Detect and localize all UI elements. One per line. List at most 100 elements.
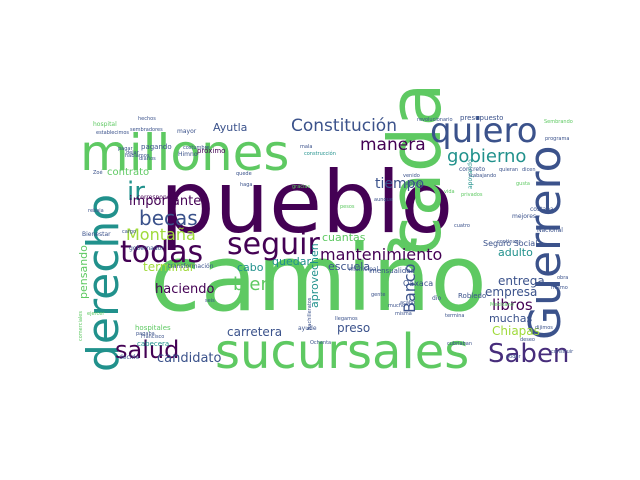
cloud-word: Saben xyxy=(488,339,569,369)
cloud-word: Montaña xyxy=(126,225,196,244)
cloud-word: termina xyxy=(445,313,465,319)
cloud-word: presupuesto xyxy=(460,114,503,122)
cloud-word: quede xyxy=(236,171,252,177)
cloud-word: cargo xyxy=(122,229,136,235)
cloud-word: hablamos xyxy=(125,153,150,159)
cloud-word: Ochenta xyxy=(310,340,331,346)
cloud-word: pagar xyxy=(118,146,133,152)
cloud-word: Himno xyxy=(178,151,198,158)
cloud-word: cabecera xyxy=(137,340,169,348)
cloud-word: municipal xyxy=(349,266,379,273)
cloud-word: hospitales xyxy=(135,324,171,332)
cloud-word: continuar xyxy=(497,239,522,245)
cloud-word: mala xyxy=(300,144,312,150)
cloud-word: seguir xyxy=(227,227,320,262)
cloud-word: apoyando xyxy=(467,159,474,189)
cloud-word: mensualidad xyxy=(370,267,415,275)
cloud-word: venido xyxy=(403,173,420,179)
cloud-word: aunque xyxy=(374,197,393,203)
cloud-word: sembradores xyxy=(130,127,163,133)
cloud-word: haga xyxy=(240,182,252,188)
cloud-word: Banco xyxy=(400,263,419,313)
cloud-word: gobierno xyxy=(447,146,526,167)
cloud-word: cada xyxy=(373,82,457,256)
cloud-word: salud xyxy=(115,336,179,364)
cloud-word: diarios xyxy=(139,156,156,162)
cloud-word: trabajando xyxy=(469,173,496,179)
cloud-word: tiempo xyxy=(375,176,424,192)
cloud-word: Guerrero xyxy=(520,145,571,340)
cloud-word: gracias xyxy=(292,184,310,190)
cloud-word: cuantas xyxy=(322,231,366,244)
cloud-word: pagaba xyxy=(136,331,155,337)
cloud-word: pensando xyxy=(77,245,90,299)
cloud-word: sucursales xyxy=(215,324,469,380)
cloud-word: privados xyxy=(461,192,483,198)
cloud-word: preso xyxy=(337,321,370,335)
cloud-word: adulto xyxy=(498,246,533,259)
cloud-word: mismo xyxy=(551,285,568,291)
cloud-word: pueblo xyxy=(160,153,453,253)
cloud-word: cubriaban xyxy=(447,341,472,347)
cloud-word: mantenimiento xyxy=(320,245,442,264)
cloud-word: Seguro Social xyxy=(483,239,537,248)
cloud-word: pagando xyxy=(141,143,172,151)
cloud-word: dijimos xyxy=(535,325,553,331)
cloud-word: construcción xyxy=(304,150,336,157)
cloud-word: entrega xyxy=(498,274,545,288)
cloud-word: acabo xyxy=(400,300,415,306)
cloud-word: Bienestar xyxy=(82,231,111,238)
cloud-word: deseo xyxy=(520,337,535,343)
cloud-word: dio xyxy=(432,295,441,302)
cloud-word: Francisco xyxy=(141,334,164,340)
cloud-word: hechos xyxy=(138,116,156,122)
cloud-word: rebaja xyxy=(88,208,104,214)
cloud-word: dicen xyxy=(522,167,536,173)
cloud-word: comerciales xyxy=(78,311,84,341)
cloud-word: obra xyxy=(557,275,568,281)
cloud-word: mayor xyxy=(177,128,197,135)
cloud-word: próximo xyxy=(197,147,225,155)
cloud-word: seis xyxy=(205,298,215,304)
cloud-word: misma xyxy=(395,311,412,317)
cloud-word: hospital xyxy=(93,121,117,128)
cloud-word: escuela xyxy=(328,260,370,273)
cloud-word: corresponde xyxy=(137,194,175,201)
cloud-word: libros xyxy=(492,296,533,314)
cloud-word: establecimos xyxy=(96,130,129,136)
cloud-word: llegamos xyxy=(335,316,358,322)
cloud-word: ayude xyxy=(298,325,317,332)
cloud-word: quedar xyxy=(272,255,311,268)
cloud-word: concreto xyxy=(459,166,485,173)
cloud-word: construir xyxy=(551,349,574,355)
cloud-word: Zoé xyxy=(93,169,103,176)
cloud-word: Bachilleratos xyxy=(307,297,313,330)
cloud-word: dejar xyxy=(126,150,140,156)
cloud-word: Mexicano xyxy=(490,302,514,308)
cloud-word: Constitución xyxy=(291,116,397,136)
cloud-word: revolucionario xyxy=(417,117,453,123)
cloud-word: ir xyxy=(127,177,145,207)
cloud-word: contrato xyxy=(107,167,149,178)
cloud-word: becas xyxy=(139,206,198,230)
cloud-word: Ayutla xyxy=(213,121,247,134)
cloud-word: ejercer xyxy=(87,311,105,317)
cloud-word: Chiapas xyxy=(492,324,540,338)
cloud-word: importante xyxy=(129,194,201,209)
cloud-word: transformación xyxy=(168,263,214,270)
cloud-word: Nacional xyxy=(537,227,563,234)
cloud-word: mucho xyxy=(388,303,405,309)
cloud-word: vida xyxy=(444,189,455,195)
cloud-word: poder xyxy=(506,354,521,360)
cloud-word: cuatro xyxy=(454,223,470,229)
cloud-word: carretera xyxy=(227,325,282,339)
cloud-word: bien xyxy=(233,274,272,295)
cloud-word: Oaxaca xyxy=(403,279,433,288)
cloud-word: cabo xyxy=(237,261,264,274)
cloud-word: manera xyxy=(360,135,426,155)
cloud-word: empresa xyxy=(485,285,537,299)
cloud-word: apoyo xyxy=(406,181,421,187)
cloud-word: muchas xyxy=(489,312,532,325)
cloud-word: todas xyxy=(120,235,203,270)
